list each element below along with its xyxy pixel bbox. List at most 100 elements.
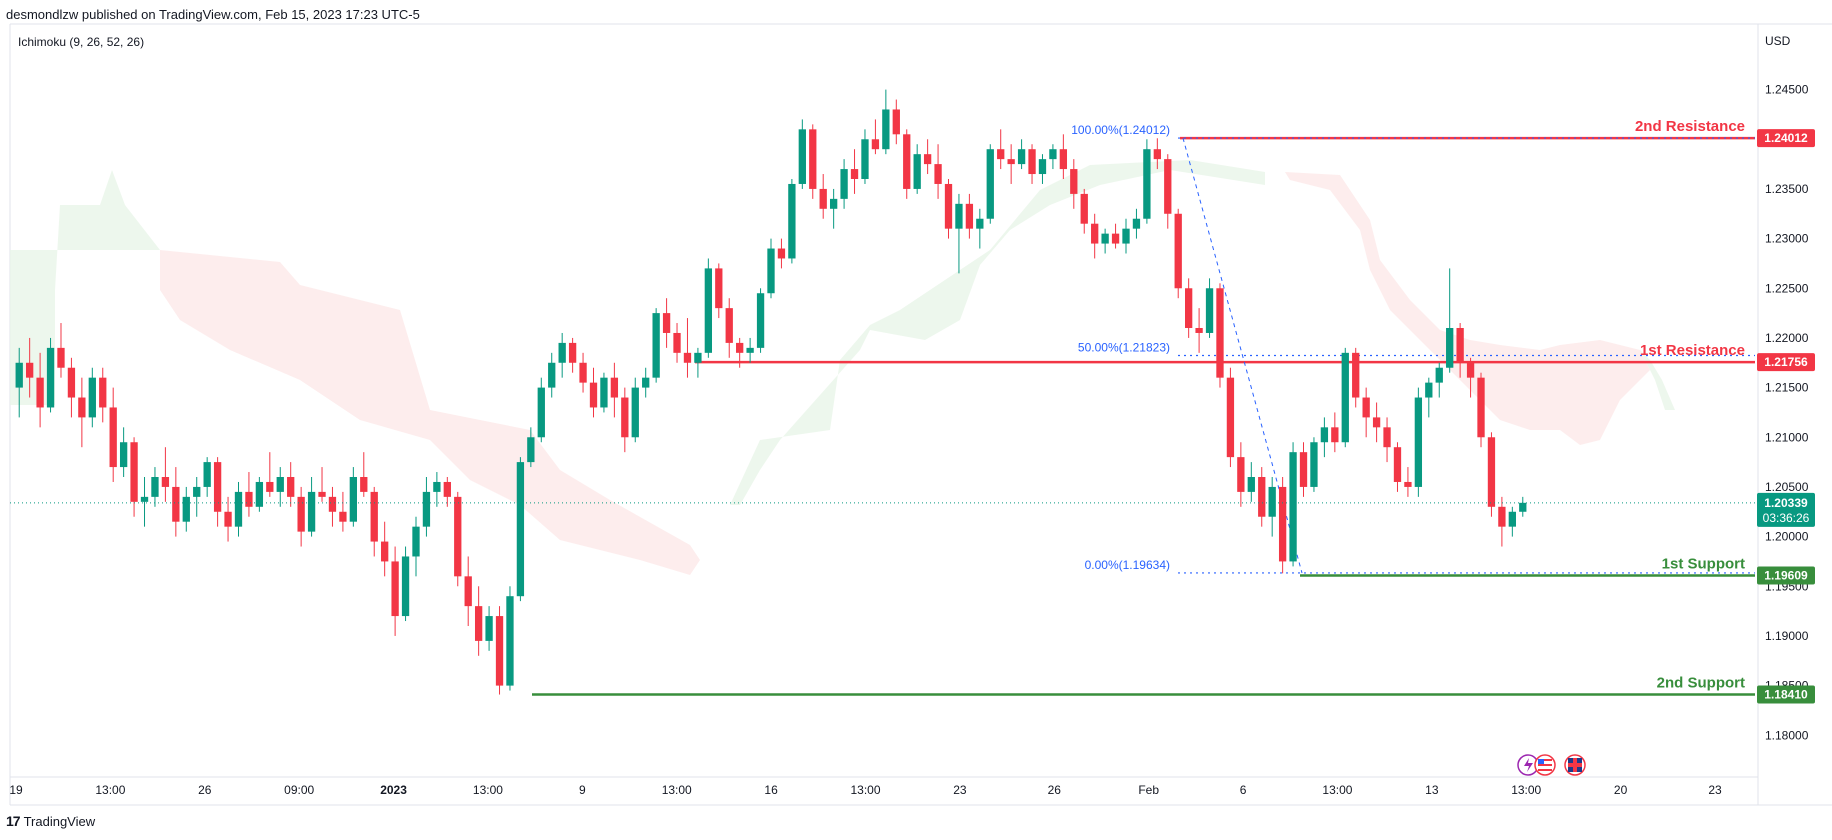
price-axis[interactable]: 1.245001.240001.235001.230001.225001.220… [1765,83,1809,743]
candle-body [203,462,211,487]
candle-body [1258,477,1266,517]
candle-body [109,407,117,468]
candle-body [1143,149,1151,219]
candle-body [1101,233,1109,244]
candle-body [777,248,786,259]
candle-body [829,198,838,209]
candle-body [182,496,190,522]
candle-body [67,367,76,398]
candle-body [715,268,723,309]
candle-body [401,556,410,617]
candle-body [1195,328,1203,333]
candle-body [328,496,337,512]
fib-trend-line[interactable] [1182,137,1303,574]
time-tick-label: 9 [579,783,586,797]
candle-body [88,377,96,418]
candle-body [746,347,754,353]
candle-body [1477,377,1485,438]
candle-body [349,477,357,522]
candlesticks [10,89,1758,695]
price-tick-label: 1.24500 [1765,83,1809,97]
candle-body [266,481,274,492]
candle-body [704,268,713,353]
candle-body [1080,193,1088,224]
current-price-value: 1.20339 [1764,496,1808,510]
time-tick-label: Feb [1138,783,1159,797]
publisher-caption: desmondlzw published on TradingView.com,… [6,7,420,22]
candle-body [1268,486,1276,517]
candle-body [652,313,660,378]
candle-body [1372,417,1381,428]
candle-body [1164,159,1172,214]
candle-body [391,561,399,617]
candle-body [1070,169,1078,194]
candle-body [1185,288,1193,328]
candle-body [1320,427,1329,443]
candle-body [1425,382,1433,398]
fib-level-label: 50.00%(1.21823) [1078,341,1170,355]
candle-body [1498,506,1506,527]
candle-body [568,342,577,363]
uk-flag-cross-v [1573,758,1577,772]
candle-body [339,511,347,522]
candle-body [360,477,368,492]
us-flag-canton [1538,759,1544,764]
candle-body [1226,377,1235,458]
candle-body [370,491,378,542]
candle-body [976,218,984,229]
candle-body [1038,159,1047,175]
candle-body [642,377,650,388]
candle-body [1278,486,1287,562]
candle-body [1007,159,1015,165]
candle-body [1331,427,1339,443]
candle-body [193,486,201,497]
candle-body [1174,213,1182,289]
tradingview-watermark[interactable]: 17 TradingView [6,813,95,829]
indicator-label[interactable]: Ichimoku (9, 26, 52, 26) [18,35,144,49]
candle-body [1299,452,1308,487]
tradingview-brand: TradingView [23,813,96,829]
candle-body [850,169,859,179]
candle-body [1393,447,1402,482]
candle-body [454,496,462,577]
time-tick-label: 13:00 [850,783,880,797]
candle-body [485,616,493,641]
price-tick-label: 1.22500 [1765,281,1809,295]
candle-body [683,352,692,363]
candle-body [892,109,900,135]
fib-level-label: 100.00%(1.24012) [1071,123,1170,137]
event-markers[interactable] [1517,754,1586,776]
candle-body [1028,149,1036,175]
level-price-tag [1757,566,1815,585]
candle-body [986,149,994,219]
candle-body [767,248,775,294]
candle-body [1132,218,1141,229]
candle-body [788,183,796,259]
time-axis[interactable]: 19 13:00 26 09:00 2023 13:00 9 13:00 16 13:00 23 26… [9,783,1722,797]
candle-body [798,129,806,184]
candle-body [506,596,514,686]
time-tick-label: 26 [1048,783,1062,797]
time-tick-label: 13 [1425,783,1439,797]
candle-body [495,616,504,686]
price-tick-label: 1.18000 [1765,728,1809,742]
candle-body [997,149,1005,160]
us-flag-stripe-3 [1538,769,1552,771]
time-tick-label: 23 [953,783,967,797]
time-tick-label: 20 [1614,783,1628,797]
level-price-tag [1757,353,1815,372]
candle-body [955,203,963,229]
fibonacci-retracement[interactable]: 100.00%(1.24012) 50.00%(1.21823) 0.00%(1.1… [1071,123,1755,574]
candle-body [934,164,942,184]
time-tick-label: 16 [764,783,778,797]
candle-body [287,477,295,497]
time-tick-label: 19 [9,783,23,797]
candle-body [26,362,34,378]
price-tick-label: 1.21000 [1765,430,1809,444]
candle-body [558,342,566,363]
price-tick-label: 1.19000 [1765,629,1809,643]
candle-body [861,139,869,179]
candle-body [1049,149,1057,160]
candle-body [1205,288,1214,333]
